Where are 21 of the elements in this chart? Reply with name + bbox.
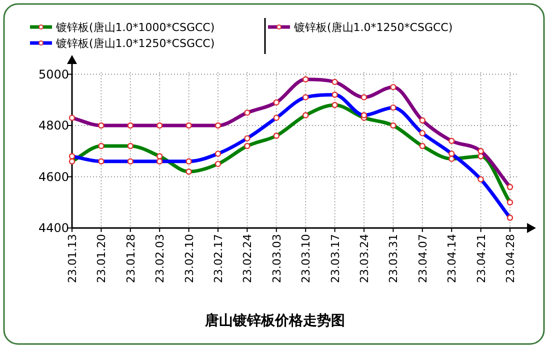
y-tick-label: 5000 [38, 67, 69, 82]
x-tick-label: 23.03.10 [300, 234, 313, 283]
x-tick-label: 23.02.24 [241, 234, 254, 283]
x-tick-label: 23.03.31 [387, 234, 400, 283]
x-tick-label: 23.03.24 [358, 234, 371, 283]
text: 唐山镀锌板价格走势图 [204, 312, 345, 329]
x-tick-label: 23.04.21 [474, 234, 488, 283]
x-tick-label: 23.04.14 [446, 234, 459, 283]
x-tick-label: 23.01.20 [95, 234, 108, 283]
x-tick-label: 23.02.10 [182, 234, 196, 283]
x-tick-label: 23.02.17 [212, 234, 225, 283]
x-tick-label: 23.04.28 [504, 234, 517, 283]
y-tick-label: 4600 [38, 170, 69, 184]
x-tick-label: 23.03.03 [270, 234, 284, 283]
x-tick-label: 23.01.13 [66, 234, 79, 283]
y-tick-label: 4400 [38, 221, 69, 235]
x-tick-label: 23.03.17 [328, 234, 342, 283]
x-tick-label: 23.02.03 [154, 234, 167, 283]
x-tick-label: 23.04.07 [416, 234, 430, 283]
y-tick-label: 4800 [38, 118, 69, 132]
x-tick-label: 23.01.28 [124, 234, 138, 283]
